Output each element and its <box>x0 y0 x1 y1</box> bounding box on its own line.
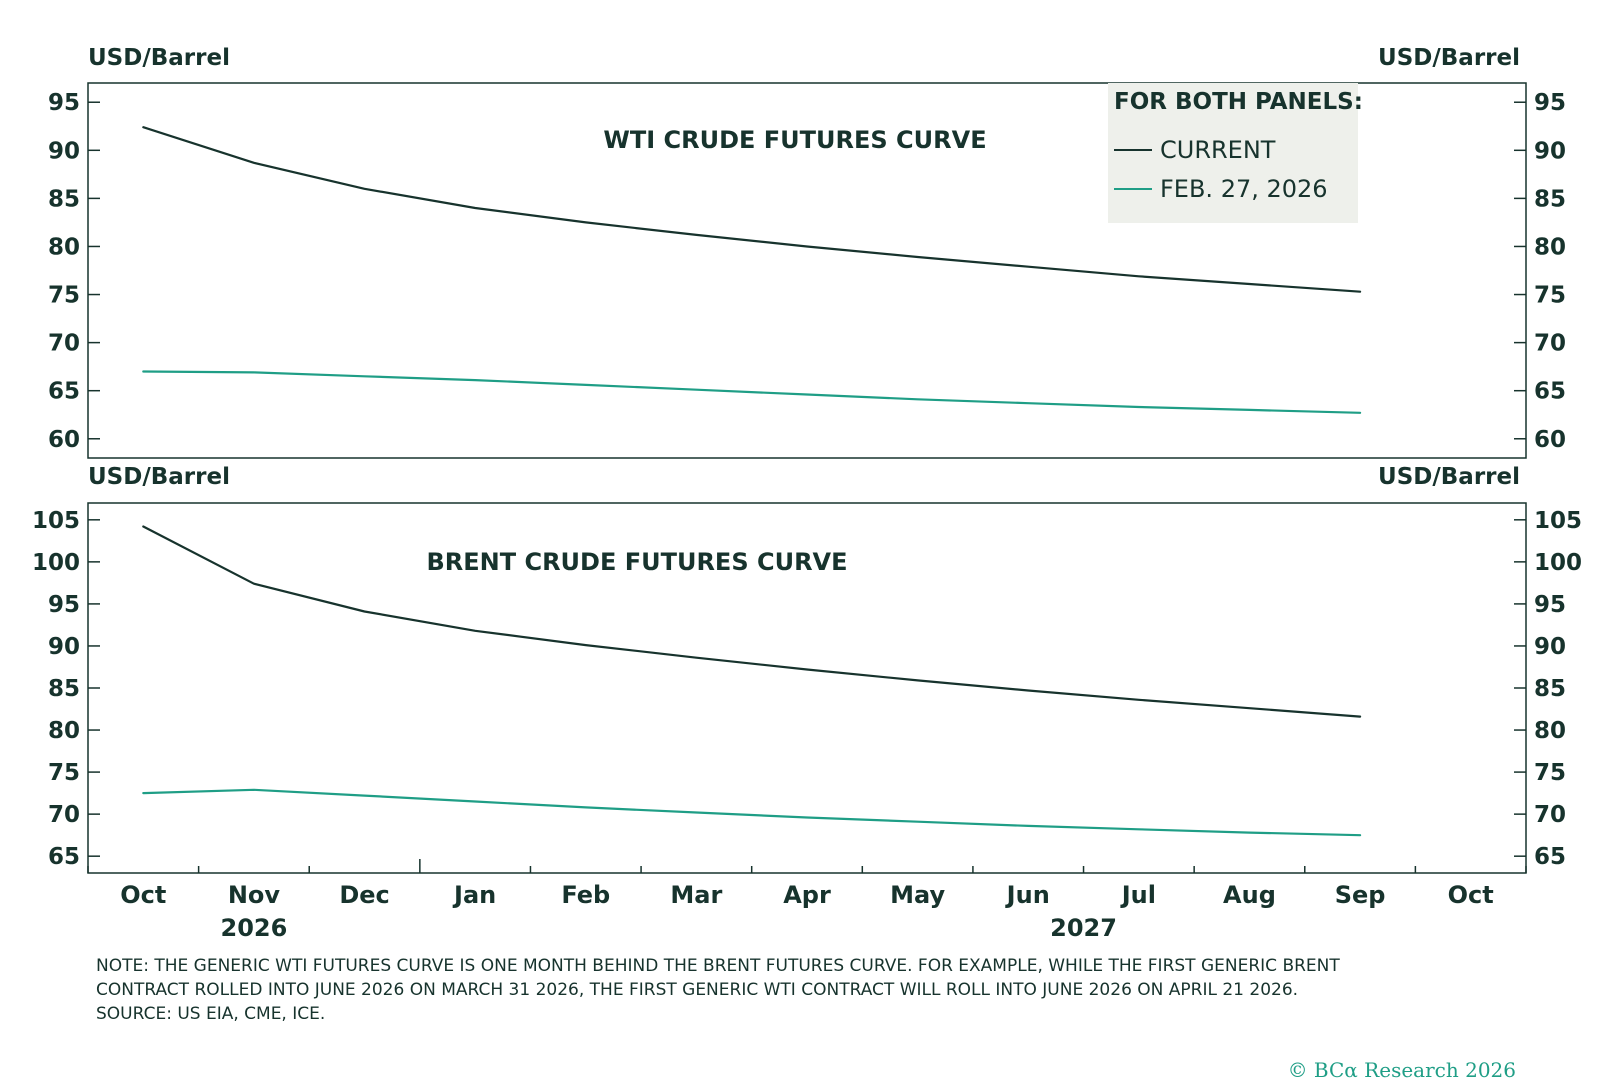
wti-ytick-label-right: 75 <box>1534 283 1566 309</box>
brent-panel-title: BRENT CRUDE FUTURES CURVE <box>426 548 847 576</box>
wti-left-axis-title: USD/Barrel <box>88 45 230 71</box>
brent-ytick-label-right: 75 <box>1534 760 1566 786</box>
wti-ytick-label-right: 80 <box>1534 234 1566 260</box>
x-month-label: Jun <box>1005 881 1050 909</box>
note-source: SOURCE: US EIA, CME, ICE. <box>96 1004 326 1024</box>
wti-ytick-label-right: 90 <box>1534 138 1566 164</box>
brent-ytick-label-right: 65 <box>1534 844 1566 870</box>
wti-ytick-label-left: 60 <box>48 427 80 453</box>
brent-ytick-label-left: 70 <box>48 802 80 828</box>
brent-series-feb27-line <box>142 788 1362 837</box>
x-month-label: Feb <box>561 881 610 909</box>
brent-ytick-label-left: 95 <box>48 592 80 618</box>
wti-series-current-line <box>142 126 1362 293</box>
note-line-1: NOTE: THE GENERIC WTI FUTURES CURVE IS O… <box>96 956 1340 976</box>
brent-left-axis-title: USD/Barrel <box>88 464 230 490</box>
brent-ytick-label-left: 90 <box>48 634 80 660</box>
x-month-label: Jan <box>452 881 496 909</box>
wti-ytick-label-left: 70 <box>48 331 80 357</box>
wti-ytick-label-left: 85 <box>48 186 80 212</box>
legend-swatch-feb27 <box>1114 188 1152 190</box>
brent-right-axis-title: USD/Barrel <box>1378 464 1520 490</box>
brent-ytick-label-left: 80 <box>48 718 80 744</box>
wti-ytick-label-right: 60 <box>1534 427 1566 453</box>
x-month-label: Aug <box>1223 881 1276 909</box>
x-month-label: Apr <box>783 881 831 909</box>
legend-swatch-current <box>1114 149 1152 151</box>
brent-ytick-label-right: 70 <box>1534 802 1566 828</box>
wti-ytick-label-right: 85 <box>1534 186 1566 212</box>
wti-right-axis-title: USD/Barrel <box>1378 45 1520 71</box>
legend-title: FOR BOTH PANELS: <box>1114 89 1363 115</box>
legend-item-current: CURRENT <box>1114 136 1275 164</box>
wti-ytick-label-right: 70 <box>1534 331 1566 357</box>
wti-ytick-label-left: 80 <box>48 234 80 260</box>
brent-ytick-label-right: 100 <box>1534 550 1582 576</box>
brent-ytick-label-left: 100 <box>32 550 80 576</box>
wti-plot-frame <box>87 82 1527 459</box>
x-month-label: Oct <box>120 881 166 909</box>
brent-ytick-label-right: 85 <box>1534 676 1566 702</box>
brent-ytick-label-right: 80 <box>1534 718 1566 744</box>
copyright: © BCα Research 2026 <box>1287 1058 1516 1082</box>
legend-label-feb27: FEB. 27, 2026 <box>1160 175 1328 203</box>
chart-note: NOTE: THE GENERIC WTI FUTURES CURVE IS O… <box>96 954 1536 1026</box>
wti-ytick-label-left: 65 <box>48 379 80 405</box>
x-month-label: Nov <box>228 881 281 909</box>
brent-ytick-label-right: 105 <box>1534 508 1582 534</box>
x-year-label-2027: 2027 <box>1050 914 1117 942</box>
legend-item-feb27: FEB. 27, 2026 <box>1114 175 1328 203</box>
x-month-label: Jul <box>1120 881 1156 909</box>
note-line-2: CONTRACT ROLLED INTO JUNE 2026 ON MARCH … <box>96 980 1299 1000</box>
brent-ytick-label-left: 105 <box>32 508 80 534</box>
brent-ytick-label-left: 75 <box>48 760 80 786</box>
wti-ytick-label-right: 95 <box>1534 90 1566 116</box>
wti-ytick-label-left: 75 <box>48 283 80 309</box>
wti-ytick-label-left: 90 <box>48 138 80 164</box>
x-month-label: Mar <box>670 881 722 909</box>
x-month-label: May <box>890 881 945 909</box>
legend-label-current: CURRENT <box>1160 136 1276 164</box>
wti-panel-title: WTI CRUDE FUTURES CURVE <box>603 126 986 154</box>
wti-series-feb27-line <box>142 370 1362 414</box>
brent-ytick-label-left: 65 <box>48 844 80 870</box>
wti-ytick-label-right: 65 <box>1534 379 1566 405</box>
x-year-label-2026: 2026 <box>221 914 288 942</box>
legend: FOR BOTH PANELS: CURRENT FEB. 27, 2026 <box>1108 83 1363 223</box>
x-month-label: Sep <box>1335 881 1386 909</box>
brent-ytick-label-right: 90 <box>1534 634 1566 660</box>
brent-ytick-label-left: 85 <box>48 676 80 702</box>
wti-ytick-label-left: 95 <box>48 90 80 116</box>
x-month-label: Dec <box>339 881 389 909</box>
brent-series-current-line <box>142 525 1362 718</box>
x-month-label: Oct <box>1448 881 1494 909</box>
brent-ytick-label-right: 95 <box>1534 592 1566 618</box>
